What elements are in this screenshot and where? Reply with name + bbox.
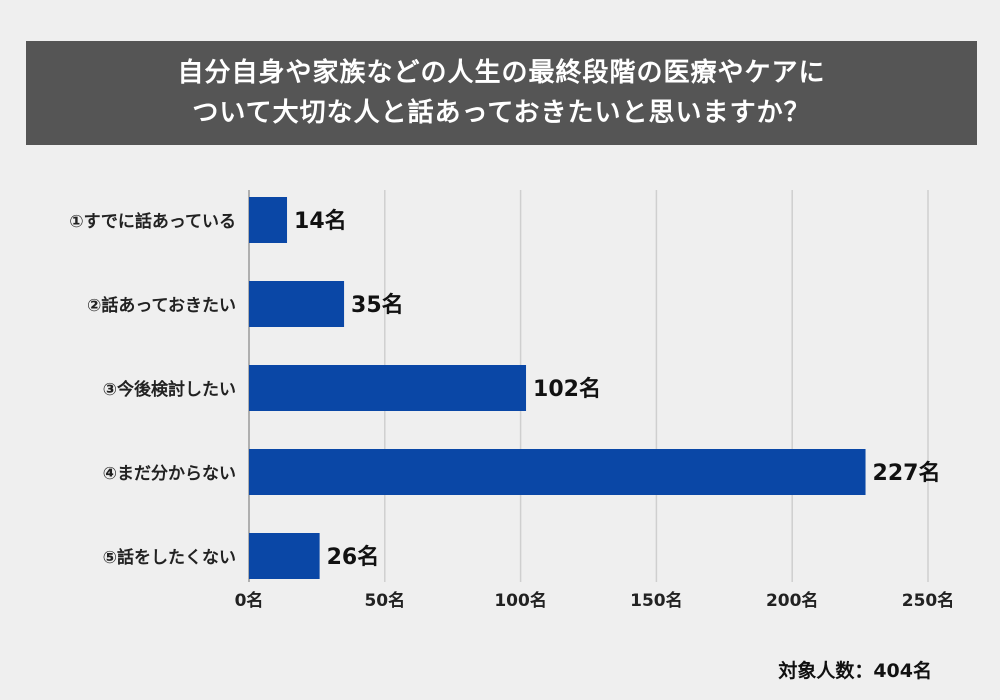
x-tick-label-150: 150名 bbox=[630, 590, 683, 611]
value-label-4: 227名 bbox=[873, 460, 941, 486]
category-label-2: ②話あっておきたい bbox=[87, 295, 236, 316]
value-label-3: 102名 bbox=[533, 376, 601, 402]
chart-title-box: 自分自身や家族などの人生の最終段階の医療やケアに ついて大切な人と話あっておきた… bbox=[26, 41, 977, 145]
category-label-4: ④まだ分からない bbox=[103, 464, 236, 484]
x-tick-label-250: 250名 bbox=[902, 590, 955, 611]
value-label-1: 14名 bbox=[294, 208, 347, 234]
bar-2 bbox=[249, 281, 345, 327]
chart-title-line-2: ついて大切な人と話あっておきたいと思いますか？ bbox=[192, 98, 811, 128]
value-label-2: 35名 bbox=[351, 292, 404, 318]
bar-3 bbox=[249, 365, 527, 411]
chart-title-line-1: 自分自身や家族などの人生の最終段階の医療やケアに bbox=[177, 58, 826, 88]
x-tick-label-200: 200名 bbox=[766, 590, 819, 611]
category-label-5: ⑤話をしたくない bbox=[103, 547, 236, 568]
value-label-5: 26名 bbox=[327, 544, 380, 570]
category-label-3: ③今後検討したい bbox=[103, 379, 236, 400]
x-tick-label-0: 0名 bbox=[235, 590, 264, 611]
bar-1 bbox=[249, 197, 288, 243]
x-tick-label-50: 50名 bbox=[364, 590, 405, 611]
respondent-count: 対象人数：404名 bbox=[778, 660, 932, 682]
category-label-1: ①すでに話あっている bbox=[69, 211, 236, 232]
bar-4 bbox=[249, 449, 866, 495]
x-tick-label-100: 100名 bbox=[494, 590, 547, 611]
bar-5 bbox=[249, 533, 320, 579]
